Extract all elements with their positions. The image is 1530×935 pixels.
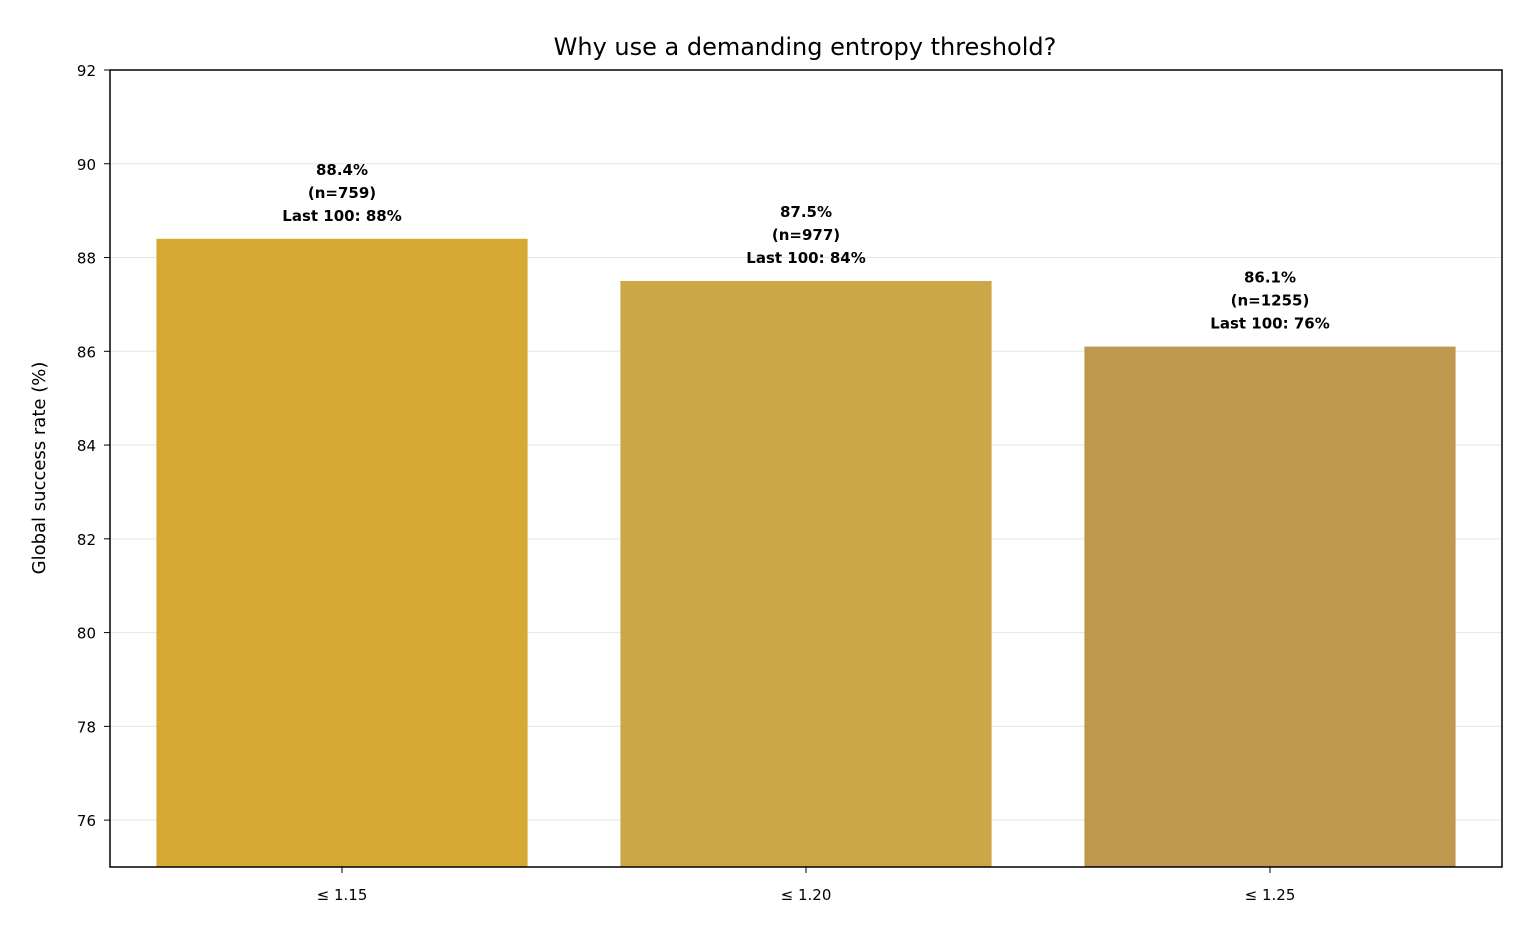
x-tick-label: ≤ 1.25: [1245, 886, 1296, 904]
y-tick-label: 90: [77, 156, 96, 174]
data-labels: 88.4% (n=759) Last 100: 88% 87.5% (n=977) Las…: [282, 161, 1329, 333]
bar-data-label: Last 100: 76%: [1210, 315, 1329, 333]
bar: [620, 280, 992, 867]
bar-data-label: (n=1255): [1231, 292, 1310, 310]
chart-title: Why use a demanding entropy threshold?: [554, 33, 1057, 61]
bars: [156, 238, 1456, 867]
bar-data-label: 86.1%: [1244, 269, 1296, 287]
x-tick-label: ≤ 1.15: [317, 886, 368, 904]
y-tick-label: 76: [77, 812, 96, 830]
y-tick-label: 86: [77, 343, 96, 361]
bar-data-label: (n=977): [772, 226, 840, 244]
x-tick-label: ≤ 1.20: [781, 886, 832, 904]
y-tick-label: 88: [77, 250, 96, 268]
bar: [156, 238, 528, 867]
bar-data-label: (n=759): [308, 184, 376, 202]
y-tick-label: 82: [77, 531, 96, 549]
y-tick-label: 80: [77, 625, 96, 643]
y-tick-label: 78: [77, 718, 96, 736]
y-tick-label: 84: [77, 437, 96, 455]
y-tick-label: 92: [77, 62, 96, 80]
bar-data-label: Last 100: 84%: [746, 249, 865, 267]
bar: [1084, 346, 1456, 867]
bar-data-label: 88.4%: [316, 161, 368, 179]
bar-data-label: 87.5%: [780, 203, 832, 221]
bar-data-label: Last 100: 88%: [282, 207, 401, 225]
plot-frame: [109, 69, 1503, 868]
y-axis-label: Global success rate (%): [29, 362, 50, 575]
axes: ≤ 1.15 ≤ 1.20 ≤ 1.25 76 78 80 82 84 86 88 90 92: [77, 62, 1503, 904]
